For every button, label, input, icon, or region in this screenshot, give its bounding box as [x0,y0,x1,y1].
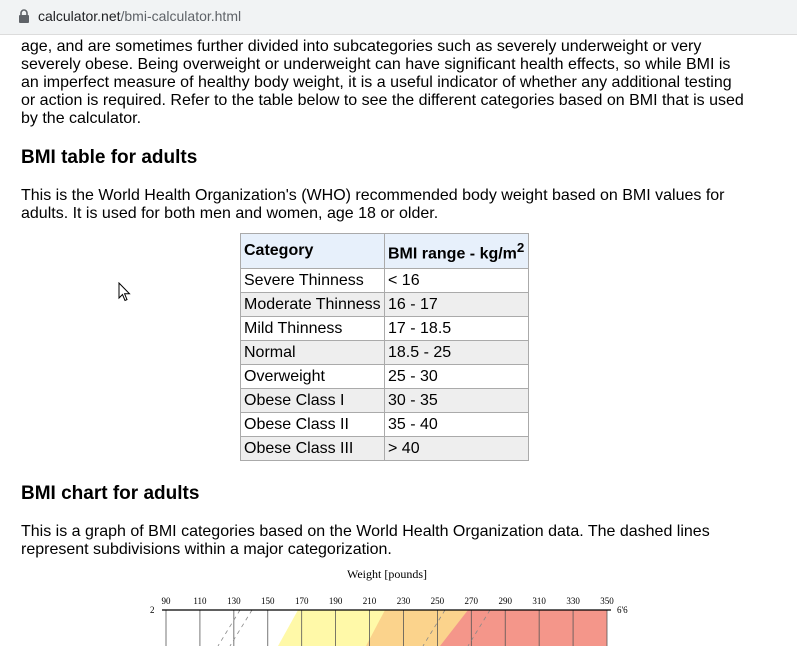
range-cell: 17 - 18.5 [384,316,529,342]
range-cell: 16 - 17 [384,292,529,318]
chart-tick-label: 130 [227,596,241,606]
category-cell: Mild Thinness [240,316,385,342]
chart-tick-label: 230 [397,596,411,606]
intro-line: age, and are sometimes further divided i… [21,38,702,55]
bmi-chart-heading: BMI chart for adults [21,483,200,504]
chart-tick-label: 90 [162,596,172,606]
chart-tick-label: 110 [193,596,207,606]
intro-paragraph: age, and are sometimes further divided i… [21,38,761,128]
table-header-row: Category BMI range - kg/m2 [240,232,529,270]
range-cell: 35 - 40 [384,412,529,438]
category-cell: Severe Thinness [240,268,385,294]
chart-tick-label: 210 [363,596,377,606]
intro-line: severely obese. Being overweight or unde… [21,56,731,73]
category-cell: Normal [240,340,385,366]
category-cell: Obese Class II [240,412,385,438]
url-field[interactable]: calculator.net/bmi-calculator.html [8,3,790,30]
column-header-category: Category [240,232,385,270]
table-row: Obese Class III > 40 [240,436,529,462]
chart-left-label: 2 [150,605,155,615]
url-domain: calculator.net [38,8,121,24]
table-row: Normal 18.5 - 25 [240,340,529,366]
intro-line: an imperfect measure of healthy body wei… [21,74,732,91]
table-row: Moderate Thinness 16 - 17 [240,292,529,318]
chart-tick-label: 250 [431,596,445,606]
bmi-chart: Weight [pounds] 90 110 130 150 170 190 210 230 2… [150,567,628,646]
chart-tick-label: 290 [498,596,512,606]
chart-tick-label: 150 [261,596,275,606]
chart-band-obese [440,610,607,646]
bmi-table: Category BMI range - kg/m2 Severe Thinne… [240,232,529,462]
chart-tick-label: 330 [566,596,580,606]
chart-tick-label: 270 [465,596,479,606]
table-row: Mild Thinness 17 - 18.5 [240,316,529,342]
range-cell: > 40 [384,436,529,462]
chart-dashed-subdivision [422,609,446,646]
chart-tick-label: 190 [329,596,343,606]
chart-tick-label: 170 [295,596,309,606]
category-cell: Moderate Thinness [240,292,385,318]
lock-icon[interactable] [17,8,31,24]
url-path: /bmi-calculator.html [120,8,242,24]
mouse-pointer-icon [118,282,131,302]
chart-title: Weight [pounds] [347,567,427,581]
chart-dashed-subdivision [467,609,491,646]
url-text[interactable]: calculator.net/bmi-calculator.html [38,8,241,24]
intro-line: by the calculator. [21,110,142,127]
range-cell: 25 - 30 [384,364,529,390]
bmi-table-description: This is the World Health Organization's … [21,187,761,223]
chart-dashed-subdivision [229,609,253,646]
column-header-range: BMI range - kg/m2 [384,232,529,270]
category-cell: Obese Class III [240,436,385,462]
range-cell: 30 - 35 [384,388,529,414]
table-row: Severe Thinness < 16 [240,268,529,294]
intro-line: or action is required. Refer to the tabl… [21,92,744,109]
category-cell: Obese Class I [240,388,385,414]
category-cell: Overweight [240,364,385,390]
chart-tick-label: 350 [600,596,614,606]
range-header-superscript: 2 [516,240,525,255]
bmi-chart-description: This is a graph of BMI categories based … [21,523,761,559]
description-line: This is a graph of BMI categories based … [21,523,710,540]
description-line: adults. It is used for both men and wome… [21,205,439,222]
table-row: Obese Class II 35 - 40 [240,412,529,438]
description-line: This is the World Health Organization's … [21,187,725,204]
chart-tick-label: 310 [532,596,546,606]
description-line: represent subdivisions within a major ca… [21,541,392,558]
range-cell: 18.5 - 25 [384,340,529,366]
bmi-table-heading: BMI table for adults [21,147,198,168]
browser-address-bar: calculator.net/bmi-calculator.html [0,0,797,35]
chart-dashed-subdivision [217,609,241,646]
table-row: Overweight 25 - 30 [240,364,529,390]
table-row: Obese Class I 30 - 35 [240,388,529,414]
range-cell: < 16 [384,268,529,294]
range-header-text: BMI range - kg/m [388,245,517,263]
chart-right-label: 6'6 [617,605,628,615]
